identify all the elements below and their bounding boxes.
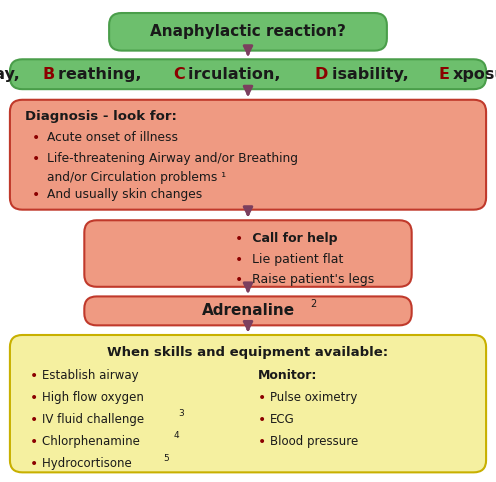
Text: Acute onset of illness: Acute onset of illness (47, 131, 178, 144)
Text: •: • (257, 391, 266, 405)
Text: isability,: isability, (332, 67, 415, 82)
FancyBboxPatch shape (109, 13, 387, 51)
Text: Diagnosis - look for:: Diagnosis - look for: (25, 110, 177, 123)
Text: IV fluid challenge: IV fluid challenge (42, 413, 148, 426)
Text: Blood pressure: Blood pressure (270, 435, 358, 448)
Text: Anaphylactic reaction?: Anaphylactic reaction? (150, 24, 346, 40)
Text: 2: 2 (310, 299, 317, 308)
Text: •: • (30, 391, 38, 405)
Text: irculation,: irculation, (188, 67, 286, 82)
Text: C: C (173, 67, 185, 82)
Text: High flow oxygen: High flow oxygen (42, 391, 144, 404)
Text: Chlorphenamine: Chlorphenamine (42, 435, 144, 448)
Text: •: • (32, 131, 41, 145)
Text: •: • (30, 369, 38, 383)
Text: Pulse oximetry: Pulse oximetry (270, 391, 357, 404)
FancyBboxPatch shape (84, 220, 412, 287)
Text: and/or Circulation problems ¹: and/or Circulation problems ¹ (47, 171, 226, 184)
Text: Raise patient's legs: Raise patient's legs (248, 273, 374, 286)
Text: irway,: irway, (0, 67, 25, 82)
FancyBboxPatch shape (10, 100, 486, 210)
Text: Establish airway: Establish airway (42, 369, 139, 382)
Text: D: D (315, 67, 328, 82)
FancyBboxPatch shape (10, 335, 486, 472)
Text: And usually skin changes: And usually skin changes (47, 188, 202, 201)
Text: 5: 5 (163, 454, 169, 463)
Text: •: • (235, 253, 243, 267)
Text: Life-threatening Airway and/or Breathing: Life-threatening Airway and/or Breathing (47, 152, 298, 165)
Text: 4: 4 (173, 431, 179, 441)
Text: Adrenaline: Adrenaline (201, 303, 295, 319)
Text: •: • (235, 273, 243, 287)
FancyBboxPatch shape (10, 59, 486, 89)
Text: •: • (257, 435, 266, 449)
Text: When skills and equipment available:: When skills and equipment available: (108, 346, 388, 359)
Text: •: • (257, 413, 266, 427)
Text: E: E (438, 67, 449, 82)
Text: xposure: xposure (452, 67, 496, 82)
Text: 3: 3 (179, 409, 185, 418)
Text: Monitor:: Monitor: (257, 369, 317, 382)
Text: Call for help: Call for help (248, 232, 337, 245)
Text: •: • (235, 232, 243, 246)
Text: B: B (42, 67, 55, 82)
Text: •: • (32, 188, 41, 202)
Text: ECG: ECG (270, 413, 295, 426)
Text: •: • (32, 152, 41, 166)
Text: •: • (30, 413, 38, 427)
Text: Lie patient flat: Lie patient flat (248, 253, 343, 266)
Text: reathing,: reathing, (58, 67, 147, 82)
Text: Hydrocortisone: Hydrocortisone (42, 457, 136, 470)
Text: •: • (30, 435, 38, 449)
FancyBboxPatch shape (84, 296, 412, 325)
Text: •: • (30, 457, 38, 471)
